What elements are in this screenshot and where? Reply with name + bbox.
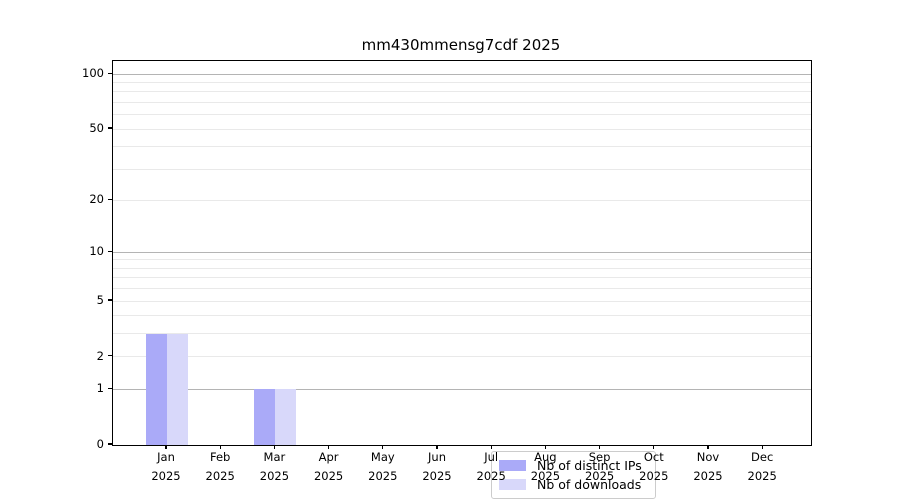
x-tick-label-aug: Aug 2025: [530, 450, 561, 483]
x-tick-mark-oct: [653, 445, 655, 449]
x-tick-mark-sep: [599, 445, 601, 449]
y-tick-label-0: 0: [96, 437, 104, 451]
legend-label-distinct-ips: Nb of distinct IPs: [537, 458, 642, 473]
gridline-minor-2: [113, 356, 811, 358]
y-tick-mark-2: [108, 355, 112, 357]
gridline-minor-50: [113, 128, 811, 130]
gridline-minor-70: [113, 101, 811, 103]
gridline-minor-9: [113, 259, 811, 261]
legend-item-downloads: Nb of downloads: [499, 477, 647, 492]
gridline-minor-5: [113, 300, 811, 302]
x-tick-mark-aug: [544, 445, 546, 449]
y-tick-label-5: 5: [96, 293, 104, 308]
x-tick-mark-feb: [219, 445, 221, 449]
y-tick-label-50: 50: [89, 121, 104, 136]
x-tick-label-apr: Apr 2025: [313, 450, 344, 483]
x-tick-label-sep: Sep 2025: [584, 450, 615, 483]
y-tick-mark-0: [108, 443, 112, 445]
x-tick-label-mar: Mar 2025: [259, 450, 290, 483]
gridline-minor-6: [113, 288, 811, 290]
gridline-minor-80: [113, 91, 811, 93]
y-tick-mark-50: [108, 127, 112, 129]
plot-area: Nb of distinct IPs Nb of downloads: [112, 60, 812, 499]
x-tick-label-jul: Jul 2025: [476, 450, 506, 483]
y-tick-label-2: 2: [96, 348, 104, 363]
x-tick-mark-jul: [490, 445, 492, 449]
x-tick-mark-mar: [273, 445, 275, 449]
x-tick-label-dec: Dec 2025: [747, 450, 777, 483]
x-tick-label-may: May 2025: [368, 450, 398, 483]
y-tick-mark-20: [108, 198, 112, 200]
chart-title: mm430mmensg7cdf 2025: [361, 36, 561, 54]
legend-label-downloads: Nb of downloads: [537, 477, 642, 492]
y-tick-label-10: 10: [89, 244, 104, 259]
x-tick-label-feb: Feb 2025: [205, 450, 235, 483]
x-tick-mark-jan: [165, 445, 167, 449]
legend-swatch-distinct-ips: [499, 460, 526, 471]
gridline-minor-3: [113, 333, 811, 335]
gridline-major-1: [113, 388, 811, 390]
x-tick-mark-jun: [436, 445, 438, 449]
gridline-minor-60: [113, 114, 811, 116]
x-tick-mark-dec: [761, 445, 763, 449]
gridline-minor-4: [113, 315, 811, 317]
y-tick-label-20: 20: [89, 192, 104, 207]
y-tick-mark-5: [108, 299, 112, 301]
gridline-minor-20: [113, 199, 811, 201]
y-tick-label-1: 1: [96, 381, 104, 396]
y-tick-mark-1: [108, 387, 112, 389]
gridline-minor-90: [113, 82, 811, 84]
x-tick-mark-apr: [328, 445, 330, 449]
gridline-major-100: [113, 73, 811, 75]
bar-nb-of-downloads-jan: [167, 333, 188, 445]
gridline-major-10: [113, 251, 811, 253]
x-tick-label-jan: Jan 2025: [151, 450, 181, 483]
bar-nb-of-downloads-mar: [275, 389, 297, 445]
legend-item-distinct-ips: Nb of distinct IPs: [499, 458, 647, 473]
gridline-minor-30: [113, 168, 811, 170]
x-tick-label-jun: Jun 2025: [422, 450, 452, 483]
x-tick-mark-nov: [707, 445, 709, 449]
x-tick-label-nov: Nov 2025: [693, 450, 723, 483]
legend: Nb of distinct IPs Nb of downloads: [491, 451, 656, 499]
bar-nb-of-distinct-ips-mar: [254, 389, 276, 445]
legend-swatch-downloads: [499, 479, 526, 490]
y-tick-mark-100: [108, 72, 112, 74]
gridline-minor-7: [113, 277, 811, 279]
gridline-minor-8: [113, 267, 811, 269]
x-tick-mark-may: [382, 445, 384, 449]
x-tick-label-oct: Oct 2025: [639, 450, 669, 483]
y-tick-label-100: 100: [82, 66, 104, 81]
gridline-minor-40: [113, 146, 811, 148]
bar-nb-of-distinct-ips-jan: [146, 333, 167, 445]
y-tick-mark-10: [108, 250, 112, 252]
